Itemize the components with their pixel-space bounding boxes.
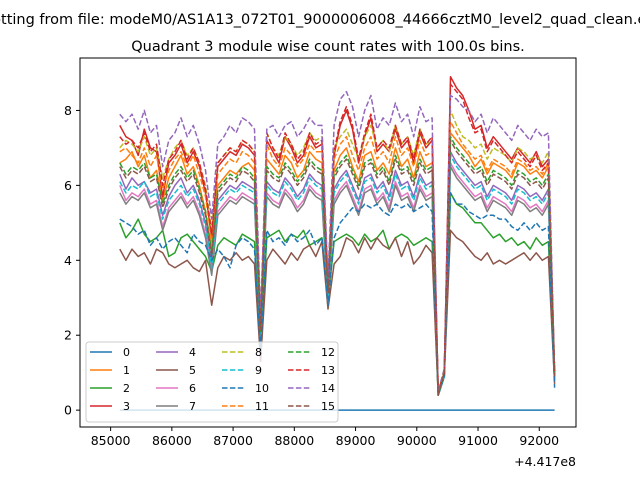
legend-label-12: 12 bbox=[321, 346, 335, 359]
legend-label-6: 6 bbox=[189, 382, 196, 395]
series-line-7 bbox=[119, 165, 556, 396]
x-tick-label: 86000 bbox=[152, 433, 192, 448]
series-line-1 bbox=[119, 132, 556, 393]
series-line-13 bbox=[119, 83, 556, 393]
legend-label-9: 9 bbox=[255, 364, 262, 377]
x-tick-label: 90000 bbox=[397, 433, 437, 448]
series-line-9 bbox=[119, 154, 556, 396]
x-tick-label: 88000 bbox=[274, 433, 314, 448]
legend-label-1: 1 bbox=[123, 364, 130, 377]
x-tick-label: 91000 bbox=[458, 433, 498, 448]
series-layer bbox=[119, 75, 556, 411]
y-tick-label: 8 bbox=[64, 103, 72, 118]
series-line-11 bbox=[119, 120, 556, 393]
series-line-2 bbox=[119, 192, 556, 396]
series-line-14 bbox=[119, 90, 556, 393]
y-tick-label: 0 bbox=[64, 403, 72, 418]
legend-label-3: 3 bbox=[123, 400, 130, 413]
x-offset-label: +4.417e8 bbox=[514, 454, 576, 469]
legend-label-15: 15 bbox=[321, 400, 335, 413]
legend-label-2: 2 bbox=[123, 382, 130, 395]
suptitle: Plotting from file: modeM0/AS1A13_072T01… bbox=[0, 12, 640, 28]
x-tick-label: 85000 bbox=[91, 433, 131, 448]
legend-label-8: 8 bbox=[255, 346, 262, 359]
series-line-12 bbox=[119, 135, 556, 396]
axes-layer: 85000 86000 87000 88000 89000 90000 91000 92000… bbox=[64, 103, 559, 448]
legend-label-10: 10 bbox=[255, 382, 269, 395]
legend-frame bbox=[85, 341, 339, 423]
plot-frame bbox=[79, 57, 577, 428]
series-line-4 bbox=[119, 150, 556, 396]
y-tick-label: 6 bbox=[64, 178, 72, 193]
y-tick-label: 2 bbox=[64, 328, 72, 343]
legend-label-13: 13 bbox=[321, 364, 335, 377]
x-tick-label: 87000 bbox=[213, 433, 253, 448]
legend-label-4: 4 bbox=[189, 346, 196, 359]
y-tick-label: 4 bbox=[64, 253, 72, 268]
series-line-6 bbox=[119, 162, 556, 396]
chart-title: Quadrant 3 module wise count rates with … bbox=[131, 39, 525, 55]
series-line-5 bbox=[119, 229, 556, 396]
series-line-10 bbox=[119, 192, 556, 396]
legend-label-11: 11 bbox=[255, 400, 269, 413]
legend-label-0: 0 bbox=[123, 346, 130, 359]
legend-label-14: 14 bbox=[321, 382, 335, 395]
legend-label-7: 7 bbox=[189, 400, 196, 413]
x-tick-label: 89000 bbox=[336, 433, 376, 448]
legend-label-5: 5 bbox=[189, 364, 196, 377]
x-tick-label: 92000 bbox=[519, 433, 559, 448]
series-line-15 bbox=[119, 139, 556, 396]
